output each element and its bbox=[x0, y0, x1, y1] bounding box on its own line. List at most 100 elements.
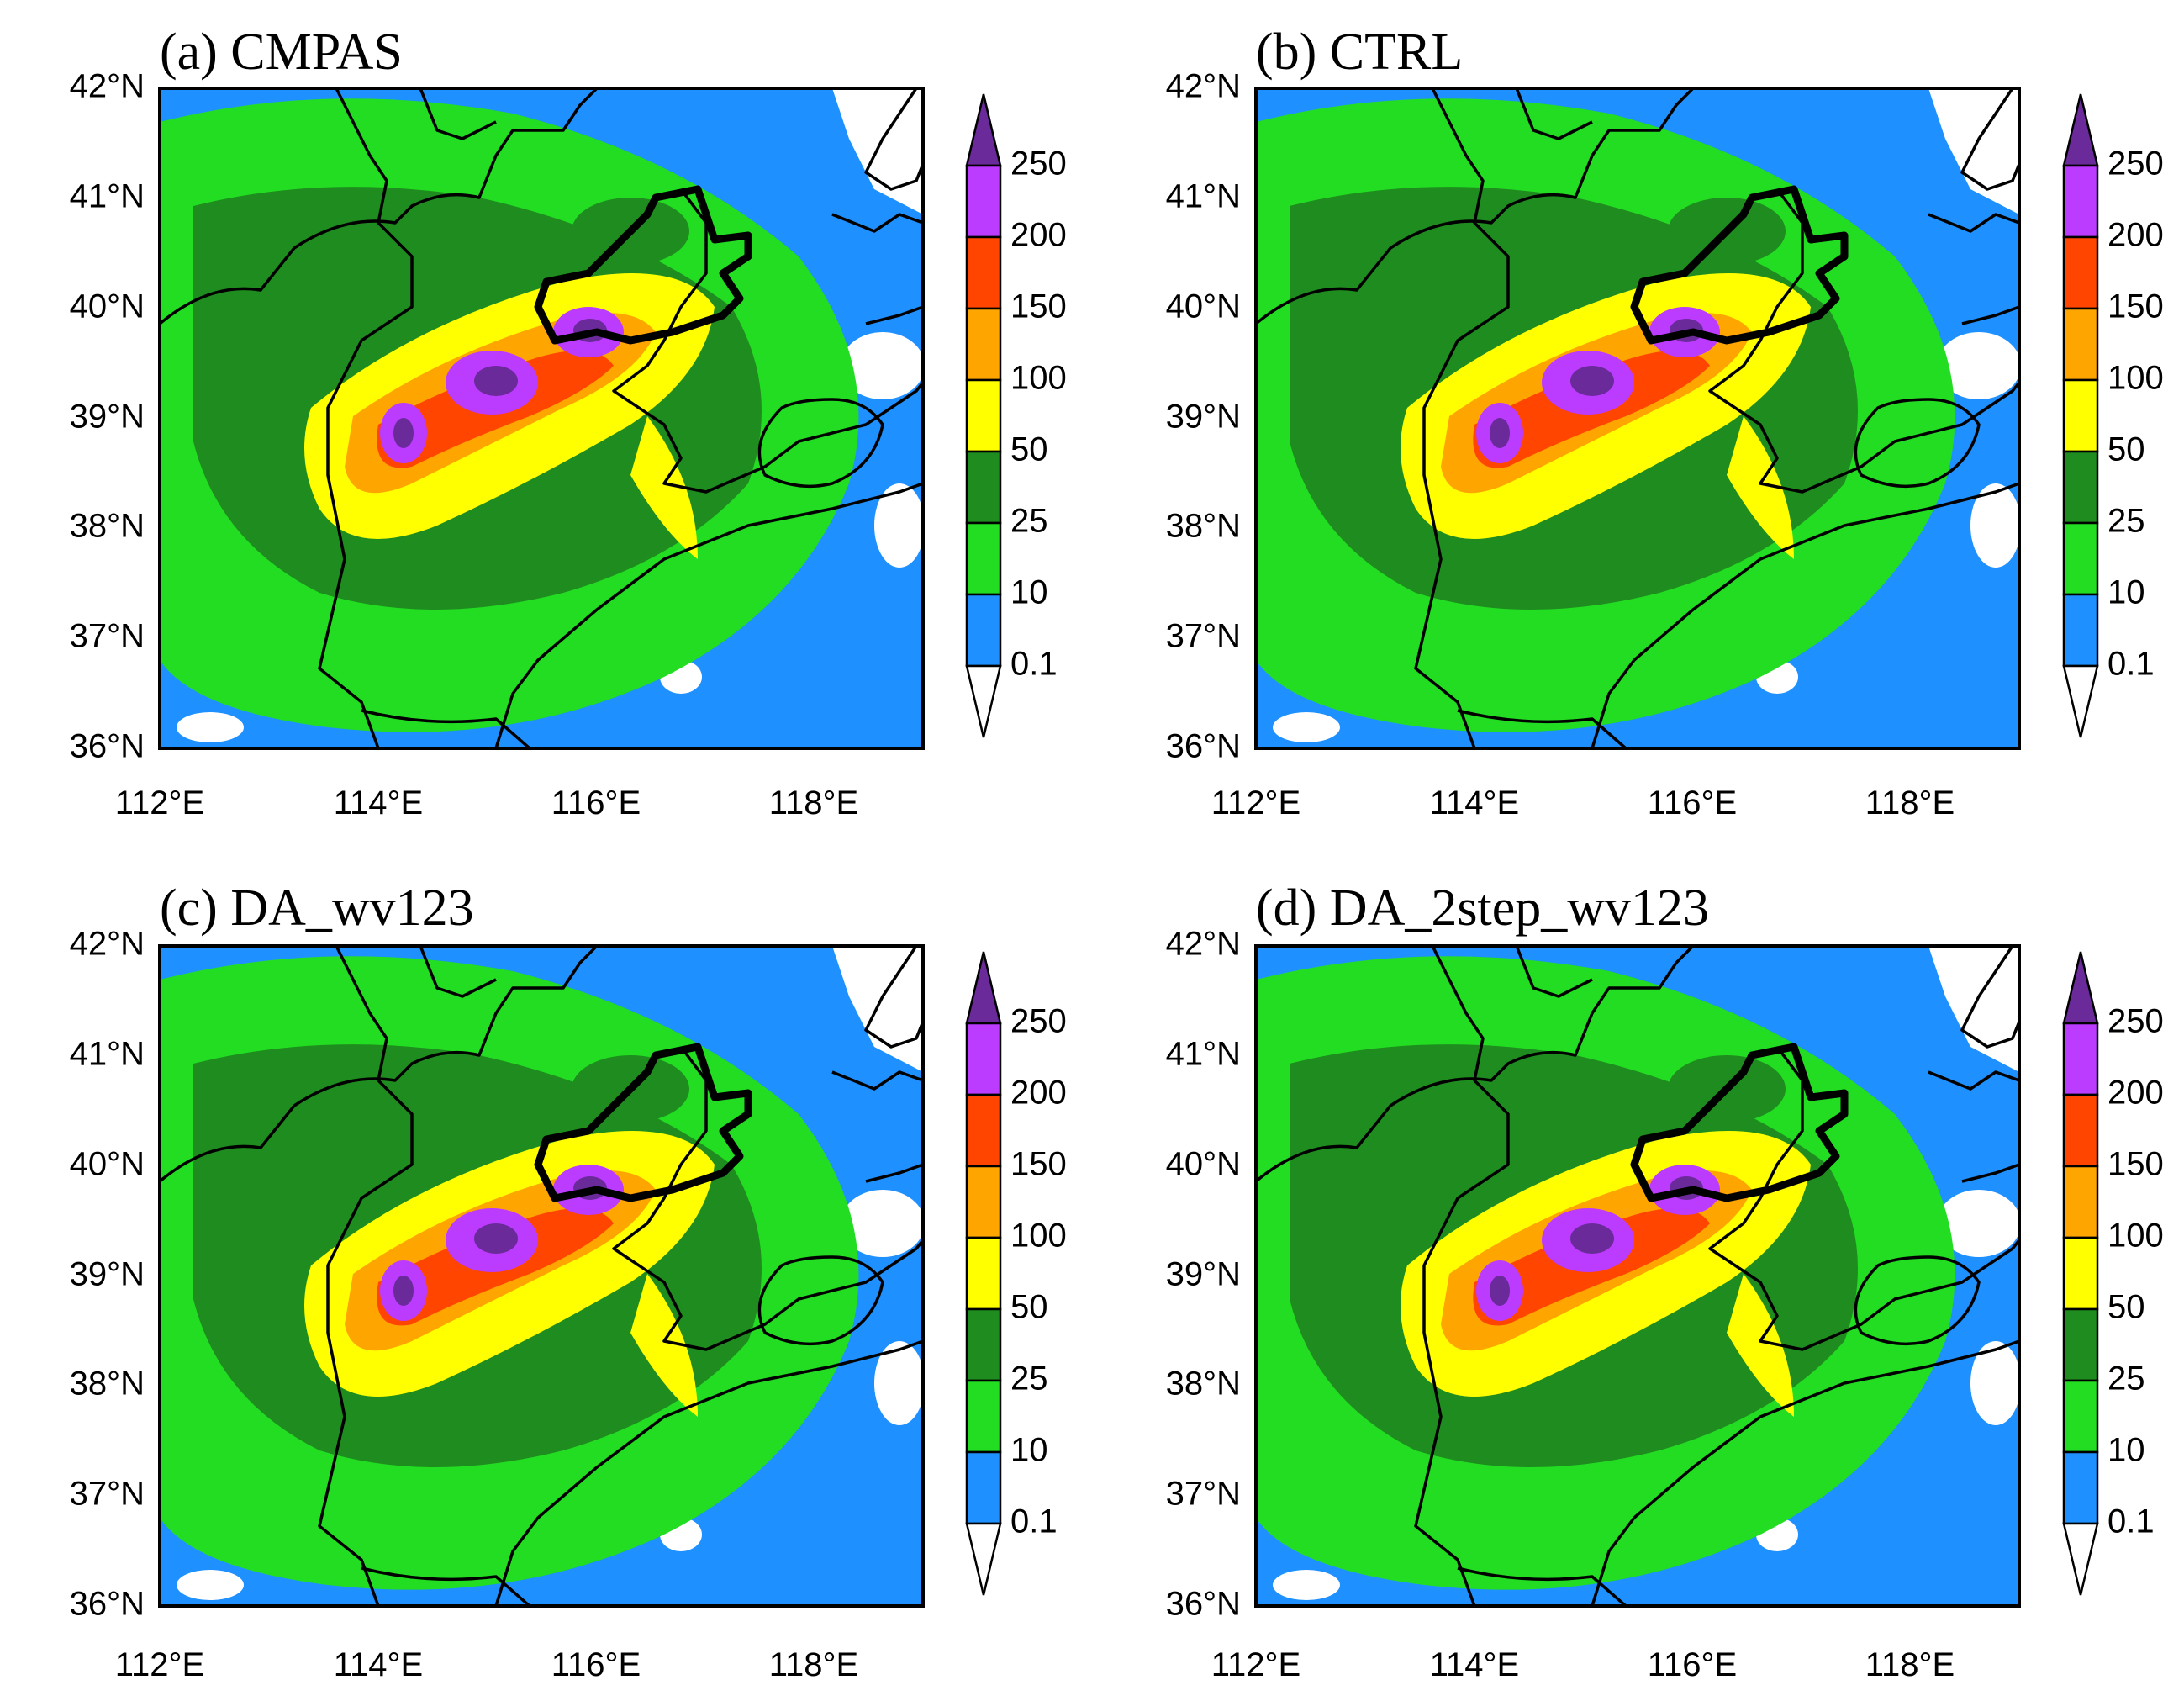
colorbar-min-triangle bbox=[965, 1522, 1002, 1596]
lat-tick-label: 42°N bbox=[1166, 926, 1241, 963]
colorbar-label: 200 bbox=[1010, 1075, 1067, 1112]
panel-d bbox=[1254, 944, 2021, 1608]
colorbar-label: 25 bbox=[2108, 1360, 2145, 1397]
lon-tick-label: 118°E bbox=[769, 784, 858, 821]
colorbar-label: 150 bbox=[2108, 288, 2164, 325]
panel-b bbox=[1254, 87, 2021, 750]
colorbar-label: 200 bbox=[1010, 217, 1067, 254]
colorbar-segment bbox=[965, 235, 1002, 310]
colorbar-c: 250 200 150 100 50 25 10 0.1 bbox=[965, 951, 1067, 1596]
colorbar-label: 100 bbox=[1010, 360, 1067, 397]
lat-tick-label: 38°N bbox=[1166, 1366, 1241, 1403]
lat-tick-label: 41°N bbox=[1166, 1036, 1241, 1073]
colorbar-label: 150 bbox=[1010, 1146, 1067, 1183]
lon-axis-d: 112°E 114°E 116°E 118°E bbox=[1211, 1646, 1955, 1683]
colorbar-label: 200 bbox=[2108, 217, 2164, 254]
colorbar-min-triangle bbox=[2062, 1522, 2099, 1596]
colorbar-label: 250 bbox=[2108, 1003, 2164, 1040]
colorbar-d: 250 200 150 100 50 25 10 0.1 bbox=[2062, 951, 2164, 1596]
colorbar-label: 10 bbox=[1010, 574, 1048, 611]
lat-axis-a: 42°N 41°N 40°N 39°N 38°N 37°N 36°N bbox=[70, 68, 145, 765]
colorbar-segment bbox=[965, 378, 1002, 453]
colorbar-segment bbox=[965, 1093, 1002, 1168]
colorbar-label: 50 bbox=[2108, 431, 2145, 468]
colorbar-segment bbox=[2062, 1307, 2099, 1382]
colorbar-label: 150 bbox=[2108, 1146, 2164, 1183]
panel-title: (c) DA_wv123 bbox=[160, 880, 474, 937]
lat-tick-label: 42°N bbox=[1166, 68, 1241, 105]
lon-tick-label: 114°E bbox=[334, 784, 423, 821]
colorbar-label: 0.1 bbox=[1010, 1503, 1058, 1540]
lat-tick-label: 38°N bbox=[70, 508, 145, 545]
colorbar-label: 250 bbox=[1010, 1003, 1067, 1040]
lat-tick-label: 38°N bbox=[1166, 508, 1241, 545]
colorbar-label: 250 bbox=[2108, 145, 2164, 182]
lon-tick-label: 112°E bbox=[115, 784, 204, 821]
lon-tick-label: 116°E bbox=[1648, 1646, 1737, 1683]
colorbar-segment bbox=[2062, 1165, 2099, 1239]
colorbar-max-triangle bbox=[2062, 951, 2099, 1025]
colorbar-segment bbox=[2062, 1379, 2099, 1454]
lat-tick-label: 36°N bbox=[70, 1586, 145, 1623]
colorbar-label: 25 bbox=[2108, 503, 2145, 540]
colorbar-label: 200 bbox=[2108, 1075, 2164, 1112]
colorbar-max-triangle bbox=[2062, 93, 2099, 167]
colorbar-label: 0.1 bbox=[2108, 1503, 2155, 1540]
colorbar-segment bbox=[2062, 450, 2099, 525]
lat-tick-label: 39°N bbox=[1166, 399, 1241, 436]
lon-axis-a: 112°E 114°E 116°E 118°E bbox=[115, 784, 858, 821]
lat-tick-label: 39°N bbox=[1166, 1256, 1241, 1293]
colorbar-a: 250 200 150 100 50 25 10 0.1 bbox=[965, 93, 1067, 738]
colorbar-label: 10 bbox=[2108, 574, 2145, 611]
colorbar-min-triangle bbox=[965, 664, 1002, 738]
lat-tick-label: 39°N bbox=[70, 1256, 145, 1293]
lat-tick-label: 42°N bbox=[70, 926, 145, 963]
lat-tick-label: 41°N bbox=[70, 178, 145, 215]
lat-tick-label: 37°N bbox=[1166, 618, 1241, 655]
lon-tick-label: 114°E bbox=[334, 1646, 423, 1683]
colorbar-b: 250 200 150 100 50 25 10 0.1 bbox=[2062, 93, 2164, 738]
lon-tick-label: 116°E bbox=[551, 784, 641, 821]
colorbar-max-triangle bbox=[965, 951, 1002, 1025]
lon-axis-b: 112°E 114°E 116°E 118°E bbox=[1211, 784, 1955, 821]
colorbar-segment bbox=[965, 1307, 1002, 1382]
lat-tick-label: 36°N bbox=[70, 728, 145, 765]
colorbar-label: 50 bbox=[2108, 1289, 2145, 1326]
lat-tick-label: 37°N bbox=[70, 618, 145, 655]
colorbar-label: 10 bbox=[1010, 1432, 1048, 1469]
lon-tick-label: 116°E bbox=[1648, 784, 1737, 821]
colorbar-label: 50 bbox=[1010, 1289, 1048, 1326]
colorbar-max-triangle bbox=[965, 93, 1002, 167]
colorbar-segment bbox=[2062, 1093, 2099, 1168]
lon-tick-label: 116°E bbox=[551, 1646, 641, 1683]
lat-tick-label: 40°N bbox=[1166, 1146, 1241, 1183]
lat-axis-c: 42°N 41°N 40°N 39°N 38°N 37°N 36°N bbox=[70, 926, 145, 1623]
lon-tick-label: 118°E bbox=[1865, 784, 1955, 821]
colorbar-label: 150 bbox=[1010, 288, 1067, 325]
colorbar-segment bbox=[965, 450, 1002, 525]
colorbar-segment bbox=[965, 1236, 1002, 1311]
colorbar-label: 100 bbox=[2108, 360, 2164, 397]
colorbar-segment bbox=[2062, 1236, 2099, 1311]
colorbar-min-triangle bbox=[2062, 664, 2099, 738]
colorbar-segment bbox=[965, 1165, 1002, 1239]
colorbar-segment bbox=[965, 307, 1002, 382]
lat-tick-label: 41°N bbox=[70, 1036, 145, 1073]
lon-tick-label: 118°E bbox=[1865, 1646, 1955, 1683]
lat-tick-label: 36°N bbox=[1166, 1586, 1241, 1623]
colorbar-segment bbox=[965, 164, 1002, 239]
colorbar-segment bbox=[965, 1450, 1002, 1525]
colorbar-label: 250 bbox=[1010, 145, 1067, 182]
lon-tick-label: 118°E bbox=[769, 1646, 858, 1683]
colorbar-segment bbox=[2062, 235, 2099, 310]
lat-tick-label: 37°N bbox=[1166, 1476, 1241, 1513]
colorbar-segment bbox=[965, 1379, 1002, 1454]
colorbar-segment bbox=[2062, 1450, 2099, 1525]
colorbar-label: 50 bbox=[1010, 431, 1048, 468]
lat-tick-label: 37°N bbox=[70, 1476, 145, 1513]
panel-title: (a) CMPAS bbox=[160, 24, 403, 81]
colorbar-segment bbox=[965, 521, 1002, 596]
lon-tick-label: 114°E bbox=[1430, 784, 1519, 821]
colorbar-segment bbox=[2062, 1022, 2099, 1096]
